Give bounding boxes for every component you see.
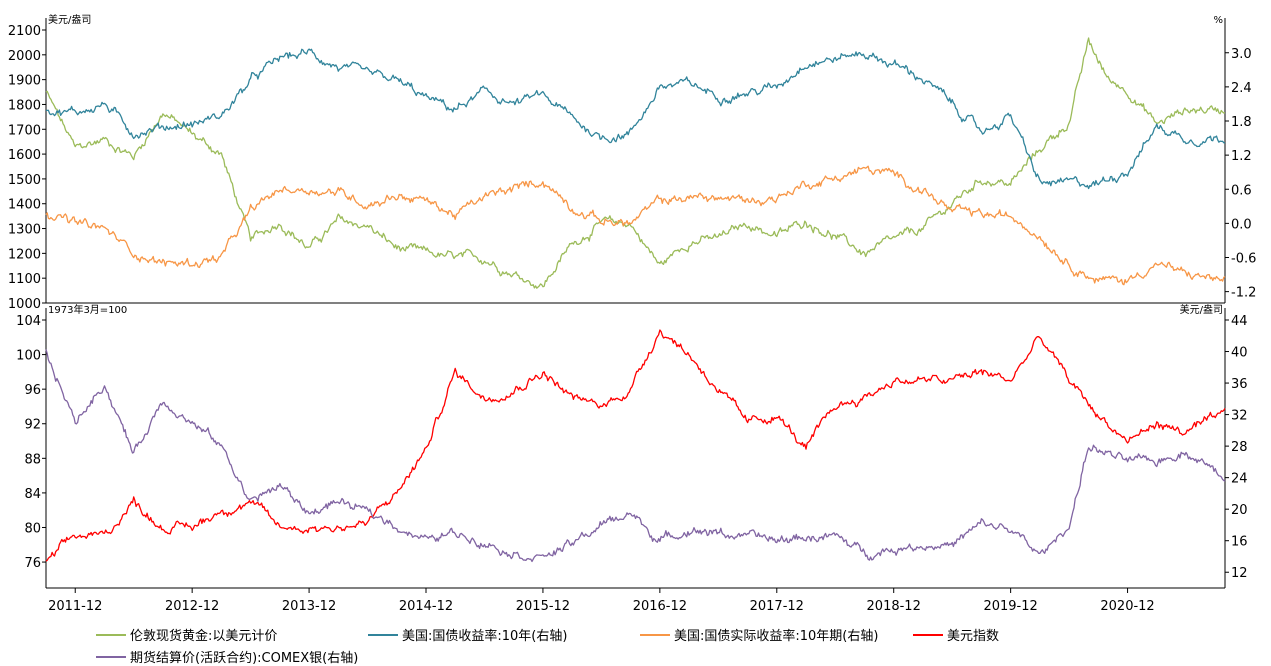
- bottom-panel-left-tick-label: 96: [24, 383, 41, 398]
- bottom-panel: 76 80 84 88 92 96 100 104 12 16 20 24 28 32 36 40 44 1973…: [16, 303, 1248, 589]
- x-tick-label: 2017-12: [750, 599, 804, 614]
- bottom-panel-right-tick-label: 36: [1231, 377, 1248, 392]
- top-panel-right-tick-label: 0.6: [1231, 183, 1252, 198]
- bottom-panel-right-tick-label: 44: [1231, 314, 1248, 329]
- top-panel-left-tick-label: 1100: [8, 272, 41, 287]
- top-panel-right-unit: %: [1213, 15, 1223, 26]
- top-panel-right-tick-label: -0.6: [1231, 252, 1256, 267]
- x-tick-label: 2020-12: [1100, 599, 1154, 614]
- top-panel-left-unit: 美元/盎司: [48, 13, 91, 26]
- series-line-3: [45, 329, 1226, 562]
- top-panel-right-tick-label: 1.2: [1231, 149, 1252, 164]
- top-panel-right-tick-label: -1.2: [1231, 286, 1256, 301]
- top-panel-left-tick-label: 1600: [8, 148, 41, 163]
- top-panel-left-tick-label: 2000: [8, 49, 41, 64]
- top-panel-left-tick-label: 1700: [8, 123, 41, 138]
- series-line-1: [45, 48, 1226, 190]
- x-axis: 2011-12 2012-12 2013-12 2014-12 2015-12 2016-…: [48, 588, 1155, 614]
- bottom-panel-right-tick-label: 12: [1231, 566, 1248, 581]
- top-panel-right-tick-label: 0.0: [1231, 217, 1252, 232]
- bottom-panel-right-tick-label: 32: [1231, 409, 1248, 424]
- bottom-panel-left-unit: 1973年3月=100: [48, 303, 127, 316]
- bottom-panel-right-tick-label: 16: [1231, 535, 1248, 550]
- series-line-0: [45, 37, 1226, 289]
- top-panel-right-tick-label: 1.8: [1231, 115, 1252, 130]
- x-tick-label: 2015-12: [516, 599, 570, 614]
- bottom-panel-left-tick-label: 100: [16, 349, 41, 364]
- bottom-panel-right-tick-label: 40: [1231, 346, 1248, 361]
- top-panel-left-tick-label: 1300: [8, 223, 41, 238]
- top-panel-left-tick-label: 1800: [8, 98, 41, 113]
- top-panel-right-tick-label: 2.4: [1231, 81, 1252, 96]
- top-panel: 1000 1100 1200 1300 1400 1500 1600 1700 1800 1900…: [8, 13, 1256, 312]
- x-tick-label: 2011-12: [48, 599, 102, 614]
- top-panel-left-tick-label: 2100: [8, 24, 41, 39]
- bottom-panel-right-tick-label: 20: [1231, 503, 1248, 518]
- top-panel-left-tick-label: 1000: [8, 297, 41, 312]
- bottom-panel-right-tick-label: 28: [1231, 440, 1248, 455]
- bottom-panel-left-tick-label: 104: [16, 314, 41, 329]
- bottom-panel-left-tick-label: 92: [24, 418, 41, 433]
- series-line-2: [45, 165, 1226, 286]
- top-panel-left-tick-label: 1400: [8, 198, 41, 213]
- top-panel-left-tick-label: 1900: [8, 74, 41, 89]
- bottom-panel-right-tick-label: 24: [1231, 472, 1248, 487]
- bottom-panel-left-tick-label: 88: [24, 452, 41, 467]
- x-tick-label: 2013-12: [282, 599, 336, 614]
- bottom-panel-left-tick-label: 76: [24, 556, 41, 571]
- bottom-panel-right-unit: 美元/盎司: [1180, 303, 1223, 316]
- top-panel-left-tick-label: 1200: [8, 247, 41, 262]
- series-line-4: [45, 349, 1226, 563]
- x-tick-label: 2016-12: [633, 599, 687, 614]
- x-tick-label: 2012-12: [165, 599, 219, 614]
- bottom-panel-left-tick-label: 84: [24, 487, 41, 502]
- top-panel-left-tick-label: 1500: [8, 173, 41, 188]
- top-panel-right-tick-label: 3.0: [1231, 47, 1252, 62]
- x-tick-label: 2019-12: [983, 599, 1037, 614]
- bottom-panel-left-tick-label: 80: [24, 521, 41, 536]
- x-tick-label: 2014-12: [399, 599, 453, 614]
- x-tick-label: 2018-12: [867, 599, 921, 614]
